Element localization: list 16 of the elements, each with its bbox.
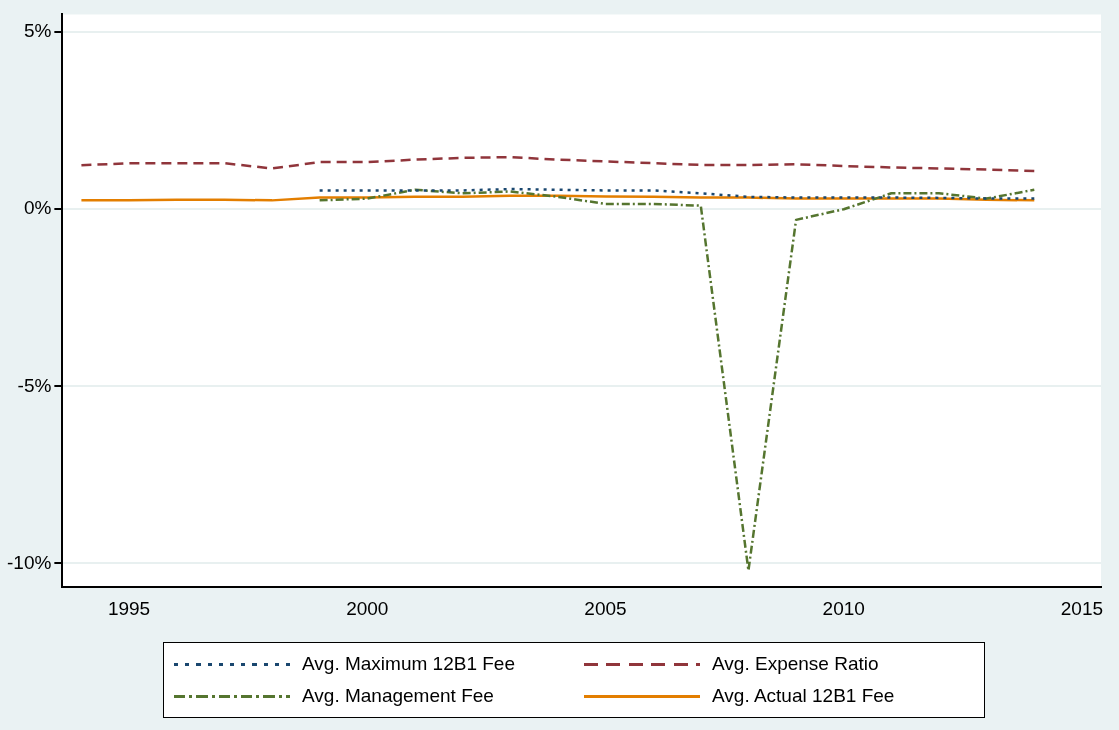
x-tick-label: 1995: [107, 597, 151, 619]
y-tick-label: -5%: [17, 374, 52, 396]
line-series: [318, 188, 1036, 572]
y-tick-label: 0%: [23, 197, 52, 219]
x-tick-label: 2000: [346, 597, 389, 619]
x-tick-label: 2015: [1060, 597, 1104, 619]
y-tick-label: -10%: [7, 551, 52, 573]
x-tick-label: 2010: [822, 597, 865, 619]
line-series: [318, 187, 1036, 200]
y-tick-label: 5%: [23, 20, 52, 42]
legend-label: Avg. Actual 12B1 Fee: [712, 685, 895, 707]
legend-label: Avg. Expense Ratio: [712, 653, 879, 675]
x-tick-label: 2005: [584, 597, 627, 619]
line-series: [80, 155, 1036, 173]
legend-label: Avg. Management Fee: [302, 685, 494, 707]
legend-label: Avg. Maximum 12B1 Fee: [302, 653, 515, 675]
